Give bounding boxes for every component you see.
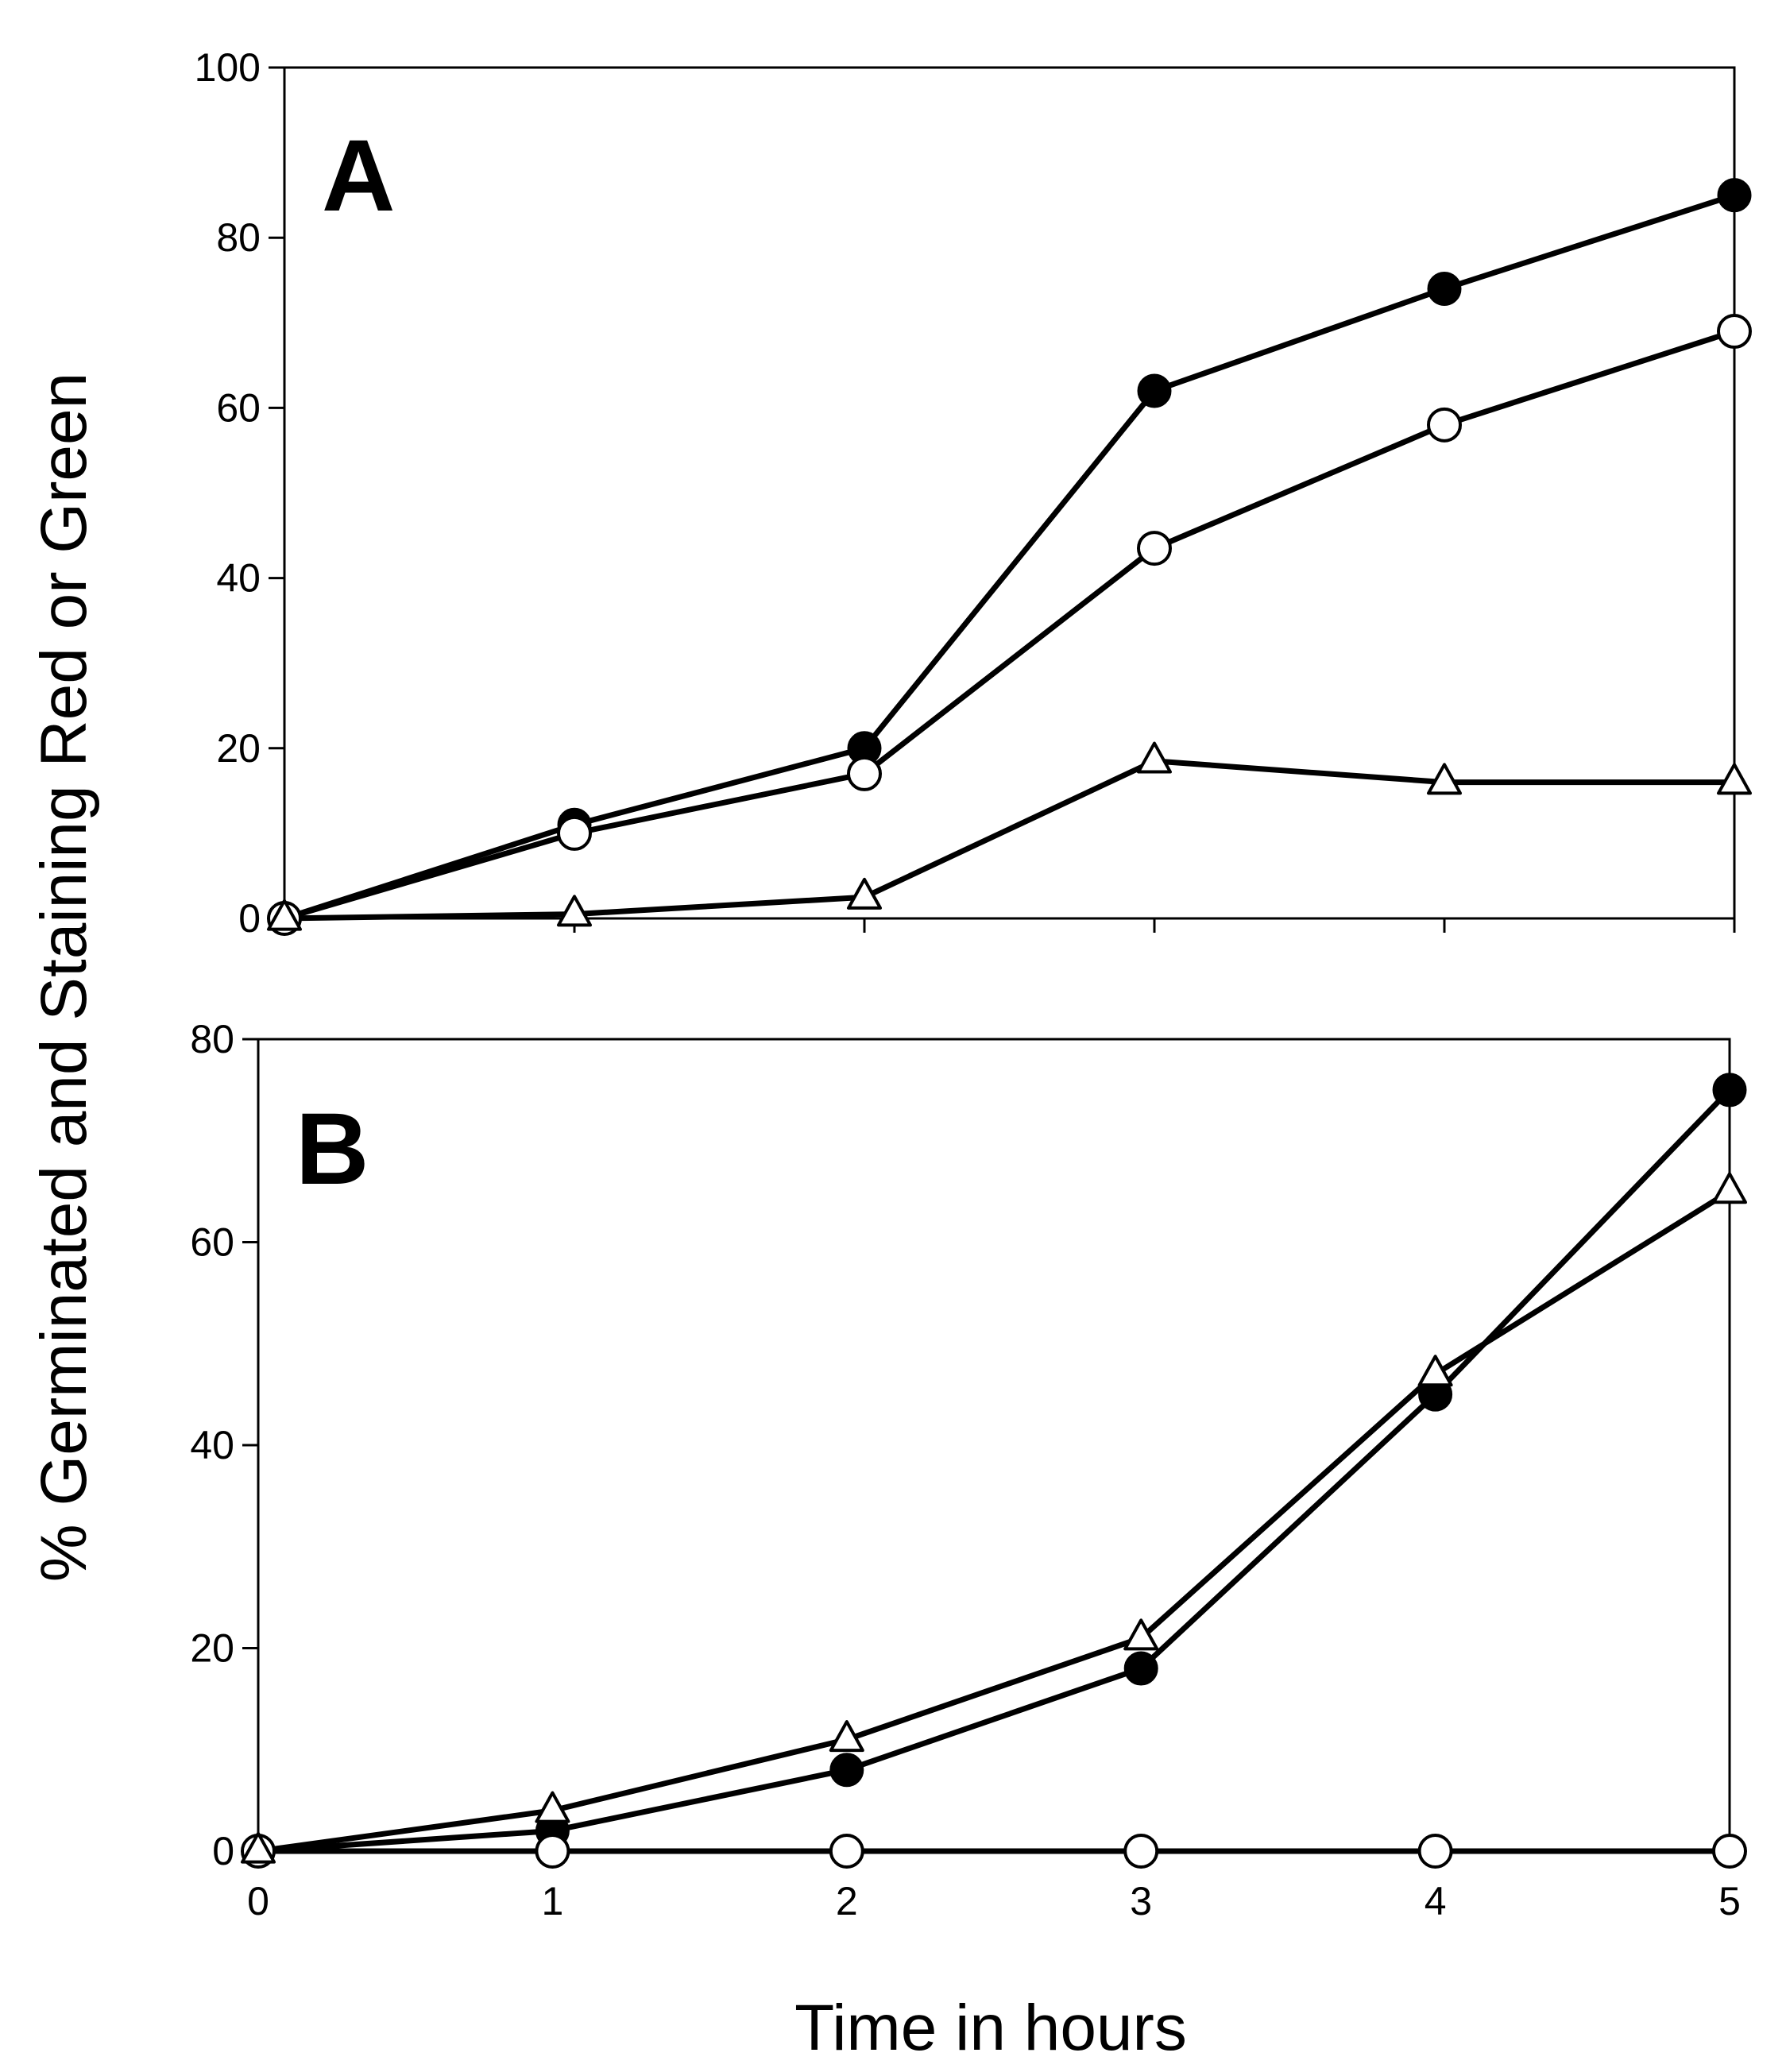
panel-a-open-circle-point	[557, 815, 592, 851]
panel-a-y-tick-label: 60	[216, 385, 261, 430]
panel-a-chart: 0 20 40 60 80 100 A	[195, 45, 1752, 941]
panel-a-series-open-triangle-line	[284, 758, 1734, 922]
panel-b-chart: 0 20 40 60 80 0 1 2 3 4 5 B	[190, 1017, 1747, 1923]
panel-b-y-tick-label: 20	[190, 1626, 234, 1671]
panel-a-open-circle-point	[1717, 314, 1752, 350]
panel-b-filled-circle-point	[829, 1753, 864, 1788]
panel-b-filled-circle-point	[1712, 1073, 1747, 1108]
panel-b-plot-frame	[257, 1038, 1731, 1853]
panel-a-open-circle-point	[1137, 531, 1172, 566]
panel-b-x-tick-label: 1	[541, 1879, 563, 1923]
panel-b-x-tick-label: 3	[1130, 1879, 1152, 1923]
panel-b-x-tick-label: 5	[1718, 1879, 1741, 1923]
panel-b-series-filled-circle-line	[257, 1088, 1732, 1854]
panel-a-open-triangle-point	[1717, 763, 1752, 795]
panel-b-open-circle-point	[829, 1834, 864, 1869]
panel-a-y-tick-label: 80	[216, 215, 261, 260]
panel-a-open-triangle-point	[557, 895, 592, 927]
panel-b-open-triangle-point	[535, 1791, 570, 1823]
panel-a-open-triangle-point	[267, 899, 302, 931]
panel-b-x-tick-label: 0	[247, 1879, 269, 1923]
panel-b-open-circle-point	[1123, 1834, 1159, 1869]
panel-a-open-triangle-point	[847, 877, 882, 910]
panel-a-open-circle-point	[847, 756, 882, 791]
panel-b-open-triangle-point	[1123, 1618, 1159, 1651]
panel-a-open-circle-point	[1427, 407, 1462, 443]
panel-b-filled-circle-point	[1123, 1651, 1158, 1686]
panel-b-open-circle-point	[535, 1834, 570, 1869]
panel-b-open-circle-point	[1417, 1834, 1453, 1869]
panel-b-open-circle-point	[1712, 1834, 1747, 1869]
panel-a-y-tick-label: 0	[238, 896, 261, 941]
panel-a-letter: A	[322, 119, 395, 233]
panel-b-open-triangle-point	[241, 1831, 276, 1864]
panel-b-series-open-triangle-line	[257, 1189, 1731, 1854]
panel-a-filled-circle-point	[1137, 373, 1172, 408]
panel-b-y-tick-label: 80	[190, 1017, 234, 1061]
panel-a-y-tick-label: 40	[216, 556, 261, 601]
panel-b-open-triangle-point	[829, 1720, 864, 1753]
panel-a-filled-circle-point	[1717, 178, 1752, 213]
panel-b-open-triangle-point	[1712, 1172, 1747, 1204]
panel-b-x-tick-label: 4	[1425, 1879, 1447, 1923]
y-axis-label: % Germinated and Staining Red or Green	[28, 373, 100, 1582]
panel-b-y-tick-label: 40	[190, 1423, 234, 1467]
panel-a-plot-frame	[283, 66, 1736, 920]
panel-b-x-tick-label: 2	[836, 1879, 858, 1923]
panel-b-letter: B	[296, 1092, 369, 1206]
panel-b-open-triangle-point	[1417, 1355, 1453, 1387]
panel-b-y-tick-label: 0	[212, 1829, 234, 1873]
panel-a-series-open-circle-line	[284, 328, 1736, 922]
x-axis-label: Time in hours	[794, 1992, 1187, 2064]
panel-a-open-triangle-point	[1137, 741, 1172, 774]
panel-b-y-tick-label: 60	[190, 1220, 234, 1265]
panel-a-series-filled-circle-line	[283, 192, 1736, 922]
panel-a-y-tick-label: 20	[216, 726, 261, 771]
panel-a-open-triangle-point	[1427, 763, 1462, 795]
panel-a-y-tick-label: 100	[195, 45, 261, 90]
panel-a-filled-circle-point	[1427, 271, 1462, 306]
